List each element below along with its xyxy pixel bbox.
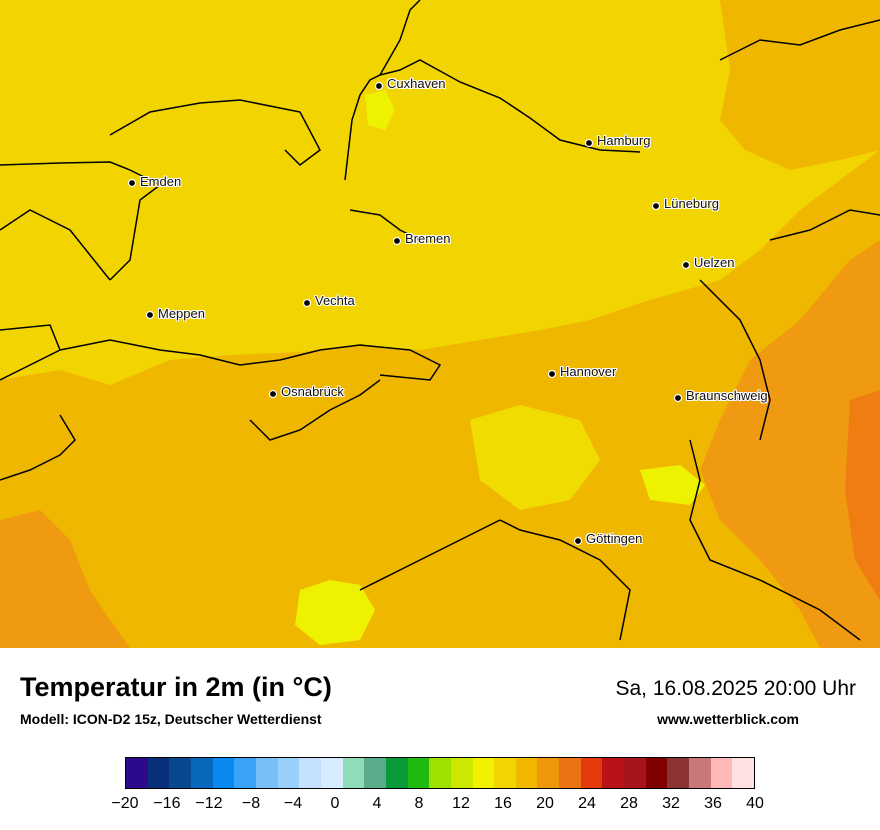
colorbar-swatch [472, 758, 495, 788]
colorbar-tick-label: 0 [330, 795, 340, 812]
colorbar-swatch [689, 758, 711, 788]
colorbar-swatch [342, 758, 365, 788]
city-dot-braunschweig [673, 393, 683, 403]
colorbar-swatch [429, 758, 451, 788]
temperature-field-hot-sw [0, 510, 130, 648]
city-dot-goettingen [573, 536, 583, 546]
colorbar-swatch [732, 758, 755, 788]
colorbar-swatch [537, 758, 560, 788]
colorbar-swatch [515, 758, 538, 788]
colorbar-swatch [320, 758, 343, 788]
colorbar-tick-label: 24 [578, 795, 596, 812]
colorbar-tick-label: −8 [241, 795, 261, 812]
colorbar-tick-label: 36 [704, 795, 722, 812]
forecast-datetime: Sa, 16.08.2025 20:00 Uhr [615, 677, 856, 700]
colorbar-swatch [624, 758, 646, 788]
colorbar-swatch [645, 758, 668, 788]
colorbar-tick-label: −12 [195, 795, 223, 812]
city-markers [127, 81, 691, 546]
chart-title: Temperatur in 2m (in °C) [20, 672, 332, 702]
city-dot-bremen [392, 236, 402, 246]
city-dot-cuxhaven [374, 81, 384, 91]
city-label-cuxhaven: Cuxhaven [387, 76, 446, 91]
city-dot-emden [127, 178, 137, 188]
city-dot-hannover [547, 369, 557, 379]
city-dot-uelzen [681, 260, 691, 270]
city-label-uelzen: Uelzen [694, 255, 735, 270]
colorbar-swatch [580, 758, 603, 788]
colorbar-swatch [169, 758, 191, 788]
colorbar-swatch [494, 758, 516, 788]
colorbar-swatch [255, 758, 278, 788]
temperature-field-cool-se [640, 465, 705, 505]
colorbar-swatch [667, 758, 690, 788]
colorbar-swatch [602, 758, 625, 788]
temperature-colorbar [125, 757, 755, 789]
colorbar-tick-label: 8 [414, 795, 424, 812]
colorbar-swatch [710, 758, 733, 788]
model-info: Modell: ICON-D2 15z, Deutscher Wetterdie… [20, 711, 322, 727]
colorbar-ticks: −20 −16 −12 −8 −4 0 4 8 12 16 20 24 28 32 36 40 [111, 795, 763, 817]
colorbar-swatch [450, 758, 473, 788]
colorbar-swatch [364, 758, 386, 788]
city-label-meppen: Meppen [158, 306, 205, 321]
colorbar-tick-label: −20 [111, 795, 139, 812]
colorbar-swatch [299, 758, 321, 788]
city-dot-vechta [302, 298, 312, 308]
city-label-hannover: Hannover [560, 364, 617, 379]
colorbar-swatch [212, 758, 235, 788]
temperature-field-warm-ne [720, 0, 880, 170]
colorbar-swatch [385, 758, 408, 788]
city-dot-meppen [145, 310, 155, 320]
city-dot-hamburg [584, 138, 594, 148]
colorbar-tick-label: −4 [283, 795, 303, 812]
temperature-field-cool-c [470, 405, 600, 510]
city-label-osnabrueck: Osnabrück [281, 384, 344, 399]
temperature-map: Cuxhaven Hamburg Emden Lüneburg Bremen U… [0, 0, 880, 648]
map-field [0, 0, 880, 648]
colorbar-tick-label: 16 [494, 795, 512, 812]
temperature-field-cool-n [365, 90, 395, 130]
colorbar-swatch [234, 758, 256, 788]
colorbar-tick-label: 32 [662, 795, 680, 812]
website-link[interactable]: www.wetterblick.com [657, 711, 799, 727]
colorbar-swatch [126, 758, 148, 788]
colorbar-tick-label: 20 [536, 795, 554, 812]
city-dot-osnabrueck [268, 389, 278, 399]
temperature-field-hot-e [700, 240, 880, 648]
colorbar-swatch [190, 758, 213, 788]
colorbar-swatch [407, 758, 430, 788]
city-label-braunschweig: Braunschweig [686, 388, 768, 403]
city-label-lueneburg: Lüneburg [664, 196, 719, 211]
temperature-field-warm [0, 150, 880, 648]
city-label-emden: Emden [140, 174, 182, 189]
coastline-lines [0, 0, 880, 641]
colorbar-tick-label: 12 [452, 795, 470, 812]
city-label-vechta: Vechta [315, 293, 355, 308]
city-label-bremen: Bremen [405, 231, 451, 246]
temperature-field-cool-s [295, 580, 375, 645]
city-label-hamburg: Hamburg [597, 133, 651, 148]
city-label-goettingen: Göttingen [586, 531, 643, 546]
colorbar-swatch [559, 758, 581, 788]
colorbar-tick-label: 40 [746, 795, 764, 812]
colorbar-swatch [147, 758, 170, 788]
city-dot-lueneburg [651, 201, 661, 211]
temperature-field-hot-e2 [845, 390, 880, 600]
colorbar-tick-label: 4 [372, 795, 382, 812]
colorbar-tick-label: −16 [153, 795, 181, 812]
colorbar-swatch [277, 758, 300, 788]
colorbar-tick-label: 28 [620, 795, 638, 812]
